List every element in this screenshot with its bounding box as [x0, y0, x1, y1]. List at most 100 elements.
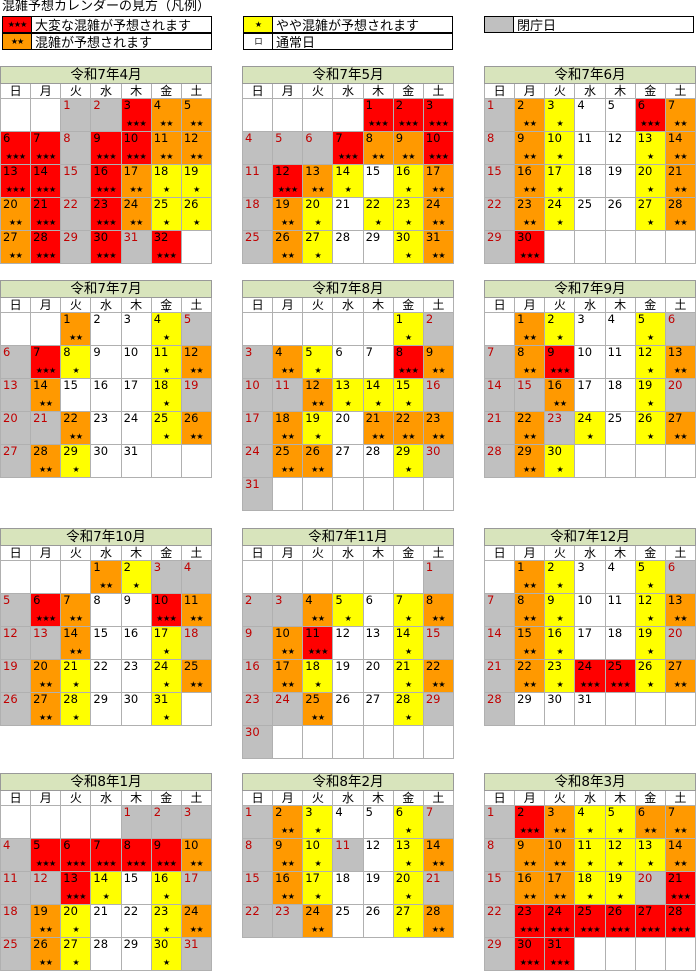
- day-cell: 30 ★: [393, 231, 424, 264]
- crowd-stars: ★: [314, 892, 322, 901]
- empty-cell: [303, 726, 334, 759]
- crowd-stars: ★★: [281, 647, 295, 656]
- day-number: 23: [517, 904, 532, 918]
- crowd-stars: ★★★: [126, 119, 147, 128]
- day-cell: 12: [605, 132, 636, 165]
- day-number: 4: [607, 560, 615, 574]
- day-cell: 19 ★: [303, 412, 334, 445]
- day-number: 15: [63, 378, 78, 392]
- day-number: 3: [577, 312, 585, 326]
- day-cell: 2: [91, 99, 122, 132]
- crowd-stars: ★★★: [670, 925, 691, 934]
- weekday-header: 木: [363, 84, 394, 99]
- empty-cell: [665, 445, 696, 478]
- weekday-header: 木: [363, 791, 394, 806]
- weekday-header: 土: [423, 298, 454, 313]
- day-cell: 7: [423, 806, 454, 839]
- day-cell: 12 ★★: [303, 379, 334, 412]
- day-cell: 24 ★★: [121, 197, 152, 231]
- day-cell: 6 ★★★: [1, 132, 32, 165]
- day-number: 4: [275, 345, 283, 359]
- empty-cell: [605, 231, 636, 264]
- day-number: 5: [607, 805, 615, 819]
- crowd-stars: ★★: [673, 366, 688, 375]
- weekday-header: 火: [61, 84, 92, 99]
- crowd-stars: ★: [556, 614, 564, 623]
- day-number: 19: [607, 871, 623, 885]
- day-number: 21: [487, 659, 502, 673]
- crowd-stars: ★: [404, 859, 412, 868]
- crowd-stars: ★★★: [126, 859, 147, 868]
- day-cell: 25 ★★: [273, 445, 304, 478]
- day-number: 13: [3, 378, 18, 392]
- day-number: 23: [547, 659, 562, 673]
- day-number: 24: [123, 197, 139, 211]
- day-number: 26: [3, 692, 18, 706]
- day-number: 12: [275, 164, 290, 178]
- day-cell: 21 ★: [61, 660, 92, 693]
- day-number: 31: [577, 692, 593, 706]
- weekday-header: 水: [333, 298, 364, 313]
- day-number: 25: [577, 904, 593, 918]
- day-number: 21: [33, 197, 48, 211]
- day-cell: 25 ★: [151, 198, 182, 231]
- day-cell: 23 ★: [393, 198, 424, 231]
- day-number: 12: [365, 838, 381, 852]
- day-number: 13: [3, 164, 18, 178]
- crowd-stars: ★★: [99, 581, 113, 590]
- day-number: 2: [395, 98, 404, 112]
- day-cell: 1 ★: [393, 313, 424, 346]
- crowd-stars: ★★: [281, 432, 295, 441]
- weekday-header: 金: [151, 791, 182, 806]
- day-number: 21: [335, 197, 351, 211]
- day-cell: 32 ★★★: [151, 231, 182, 264]
- day-cell: 22 ★★: [393, 412, 424, 445]
- day-number: 28: [33, 230, 48, 244]
- crowd-stars: ★: [404, 925, 412, 934]
- day-cell: 4: [243, 132, 274, 165]
- crowd-stars: ★★: [523, 366, 537, 375]
- day-cell: 16 ★★: [545, 379, 576, 412]
- empty-cell: [181, 445, 212, 478]
- weekday-header: 火: [61, 298, 92, 313]
- day-number: 4: [577, 98, 585, 112]
- crowd-stars: ★★: [673, 826, 688, 835]
- legend-title: 混雑予想カレンダーの見方（凡例）: [2, 0, 211, 14]
- day-number: 8: [395, 345, 404, 359]
- day-cell: 29: [61, 231, 92, 264]
- day-number: 1: [487, 98, 495, 112]
- day-cell: 6 ★: [393, 806, 424, 839]
- day-cell: 10 ★★: [545, 839, 576, 872]
- crowd-stars: ★★★: [610, 925, 631, 934]
- day-cell: 6 ★★★: [31, 594, 62, 627]
- day-cell: 15: [91, 627, 122, 660]
- day-cell: 27 ★: [303, 231, 334, 264]
- crowd-stars: ★: [162, 333, 170, 342]
- day-cell: 9: [121, 594, 152, 627]
- day-cell: 26 ★: [635, 412, 666, 445]
- day-cell: 17: [575, 627, 606, 660]
- day-cell: 15: [61, 378, 92, 412]
- day-number: 23: [93, 197, 109, 211]
- crowd-stars: ★★: [673, 152, 688, 161]
- day-number: 23: [153, 904, 169, 918]
- day-number: 14: [395, 626, 411, 640]
- day-number: 16: [245, 659, 260, 673]
- day-number: 19: [275, 197, 290, 211]
- day-cell: 5: [363, 806, 394, 839]
- day-number: 1: [63, 98, 71, 112]
- month-grid: 日月火水木金土 1 ★★ 2 ★ 3 4 5 ★ 6 7 8 ★★ 9 ★★★ 10 11 12 ★ 13 ★★ 14 15…: [484, 298, 696, 478]
- day-cell: 30 ★★★: [515, 938, 546, 971]
- day-cell: 31 ★: [151, 693, 182, 726]
- day-cell: 23 ★: [151, 904, 182, 938]
- weekday-header: 火: [61, 546, 92, 561]
- day-number: 20: [637, 164, 653, 178]
- day-number: 21: [487, 411, 502, 425]
- day-number: 3: [123, 312, 131, 326]
- weekday-header: 日: [485, 546, 516, 561]
- day-number: 4: [577, 805, 585, 819]
- day-number: 4: [335, 805, 343, 819]
- crowd-stars: ★★★: [549, 925, 571, 934]
- crowd-stars: ★★: [189, 925, 204, 934]
- day-cell: 12 ★: [635, 346, 666, 379]
